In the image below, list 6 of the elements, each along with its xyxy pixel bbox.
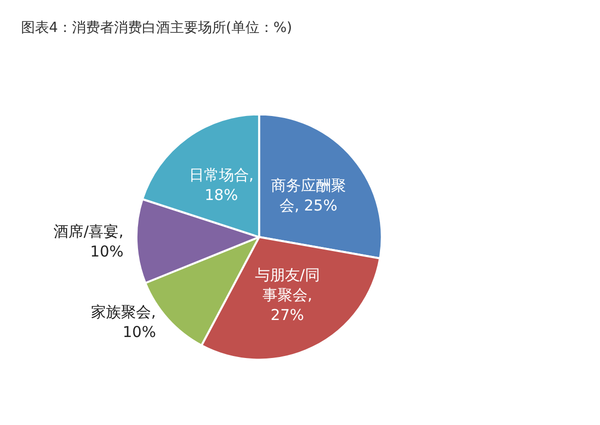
slice-label: 商务应酬聚会, 25%	[270, 176, 346, 215]
slice-label: 与朋友/同事聚会, 27%	[254, 266, 320, 324]
chart-title: 图表4：消费者消费白酒主要场所(单位：%)	[21, 20, 292, 36]
slice-label: 日常场合, 18%	[188, 166, 254, 204]
slice-label: 酒席/喜宴, 10%	[54, 222, 124, 260]
slice-label: 家族聚会, 10%	[91, 302, 156, 341]
